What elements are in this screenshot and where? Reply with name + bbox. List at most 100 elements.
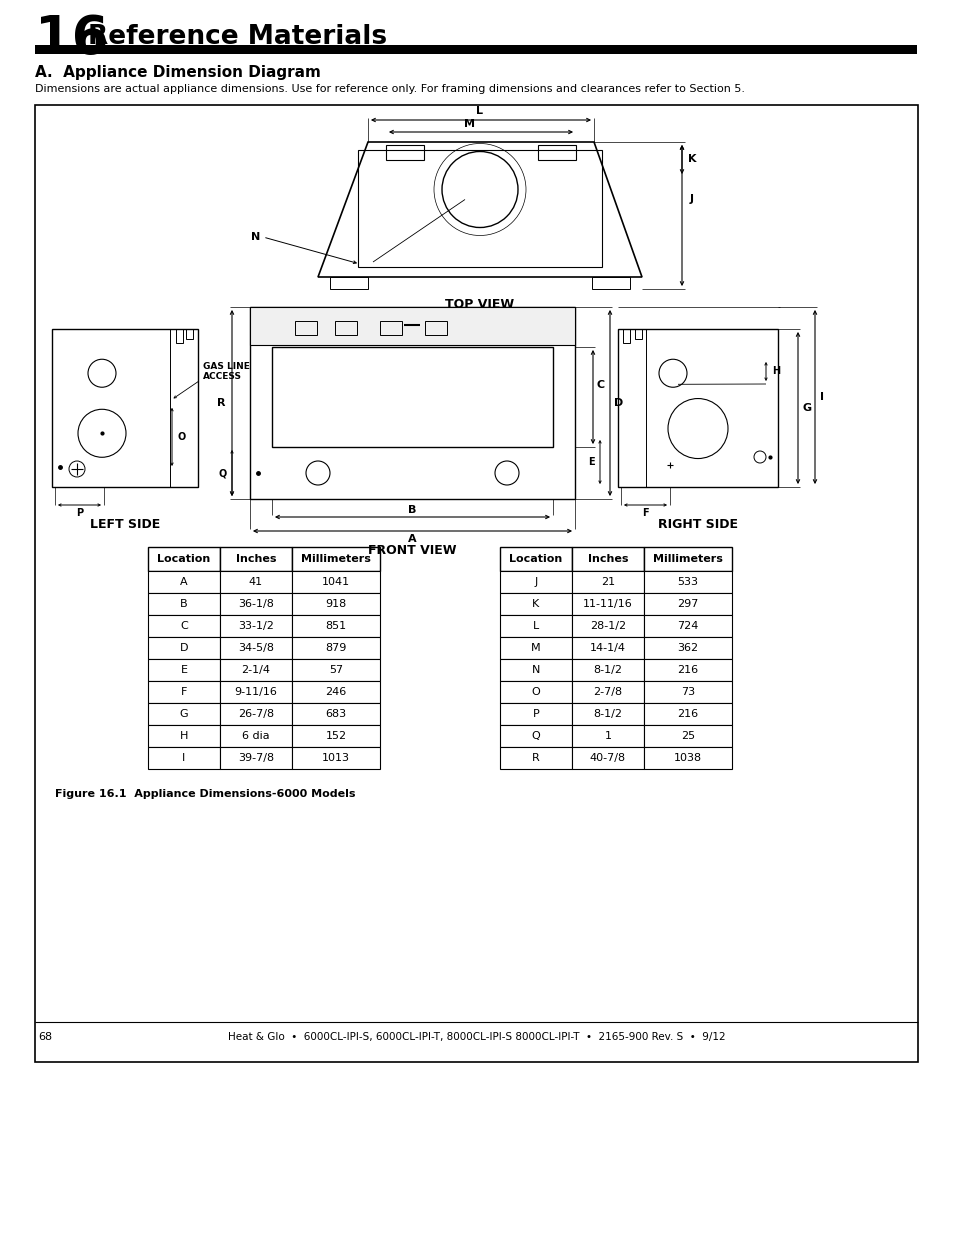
Text: 28-1/2: 28-1/2 [589, 621, 625, 631]
Text: Heat & Glo  •  6000CL-IPI-S, 6000CL-IPI-T, 8000CL-IPI-S 8000CL-IPI-T  •  2165-90: Heat & Glo • 6000CL-IPI-S, 6000CL-IPI-T,… [228, 1032, 725, 1042]
Bar [572, 593, 643, 615]
Text: K: K [532, 599, 539, 609]
Text: Location: Location [509, 554, 562, 564]
Bar [294, 320, 316, 335]
Text: TOP VIEW: TOP VIEW [445, 298, 514, 312]
Bar [643, 593, 731, 615]
Text: 724: 724 [677, 621, 698, 631]
Bar [643, 682, 731, 703]
Bar [635, 329, 641, 339]
Text: 39-7/8: 39-7/8 [237, 753, 274, 763]
Bar [379, 320, 401, 335]
Text: J: J [689, 194, 693, 204]
Text: 851: 851 [325, 621, 346, 631]
Text: D: D [179, 643, 188, 653]
Bar [292, 725, 379, 747]
Bar [499, 637, 572, 659]
Bar [643, 747, 731, 769]
Text: A.  Appliance Dimension Diagram: A. Appliance Dimension Diagram [35, 64, 320, 79]
Bar [499, 725, 572, 747]
Text: C: C [180, 621, 188, 631]
Bar [572, 682, 643, 703]
Bar [499, 703, 572, 725]
Text: N: N [531, 666, 539, 675]
Bar [572, 547, 643, 571]
Text: 1013: 1013 [322, 753, 350, 763]
Bar [292, 593, 379, 615]
Bar [292, 637, 379, 659]
Text: Reference Materials: Reference Materials [88, 24, 387, 49]
Text: 683: 683 [325, 709, 346, 719]
Text: Dimensions are actual appliance dimensions. Use for reference only. For framing : Dimensions are actual appliance dimensio… [35, 84, 744, 94]
Text: 297: 297 [677, 599, 698, 609]
Text: Millimeters: Millimeters [301, 554, 371, 564]
Bar [643, 659, 731, 682]
Text: B: B [180, 599, 188, 609]
Bar [572, 703, 643, 725]
Bar [148, 682, 220, 703]
Text: L: L [476, 106, 483, 116]
Bar [292, 682, 379, 703]
Text: Q: Q [531, 731, 539, 741]
Bar [499, 547, 572, 571]
Text: F: F [181, 687, 187, 696]
Text: 246: 246 [325, 687, 346, 696]
Text: O: O [178, 432, 186, 442]
Bar [220, 593, 292, 615]
Text: 152: 152 [325, 731, 346, 741]
Text: 36-1/8: 36-1/8 [238, 599, 274, 609]
Bar [272, 348, 553, 447]
Bar [499, 659, 572, 682]
Text: 8-1/2: 8-1/2 [593, 666, 622, 675]
Bar [292, 703, 379, 725]
Bar [250, 307, 575, 345]
Text: 21: 21 [600, 576, 615, 588]
Bar [148, 593, 220, 615]
Bar [220, 547, 292, 571]
Bar [220, 615, 292, 637]
Text: O: O [531, 687, 539, 696]
Text: J: J [534, 576, 537, 588]
Text: E: E [180, 666, 188, 675]
Text: I: I [820, 392, 823, 402]
Text: 879: 879 [325, 643, 346, 653]
Text: H: H [179, 731, 188, 741]
Bar [220, 725, 292, 747]
Bar [292, 747, 379, 769]
Bar [572, 659, 643, 682]
Text: M: M [464, 119, 475, 129]
Text: Millimeters: Millimeters [653, 554, 722, 564]
Bar [572, 725, 643, 747]
Bar [292, 615, 379, 637]
Text: C: C [597, 380, 604, 390]
Bar [572, 747, 643, 769]
Text: Location: Location [157, 554, 211, 564]
Bar [148, 747, 220, 769]
Bar [292, 571, 379, 593]
Text: P: P [76, 508, 83, 518]
Bar [643, 703, 731, 725]
Text: 41: 41 [249, 576, 263, 588]
Bar [643, 571, 731, 593]
Text: K: K [687, 155, 696, 165]
Text: R: R [532, 753, 539, 763]
Text: 33-1/2: 33-1/2 [238, 621, 274, 631]
Text: GAS LINE
ACCESS: GAS LINE ACCESS [203, 362, 250, 381]
Bar [386, 145, 423, 160]
Text: Inches: Inches [235, 554, 276, 564]
Bar [220, 703, 292, 725]
Bar [643, 547, 731, 571]
Text: D: D [614, 398, 622, 408]
Text: 9-11/16: 9-11/16 [234, 687, 277, 696]
Bar [35, 105, 917, 1063]
Bar [618, 329, 778, 487]
Text: 68: 68 [38, 1032, 52, 1042]
Bar [357, 150, 601, 267]
Text: 25: 25 [680, 731, 695, 741]
Bar [499, 747, 572, 769]
Bar [220, 659, 292, 682]
Bar [148, 571, 220, 593]
Bar [592, 277, 629, 289]
Bar [335, 320, 356, 335]
Bar [499, 571, 572, 593]
